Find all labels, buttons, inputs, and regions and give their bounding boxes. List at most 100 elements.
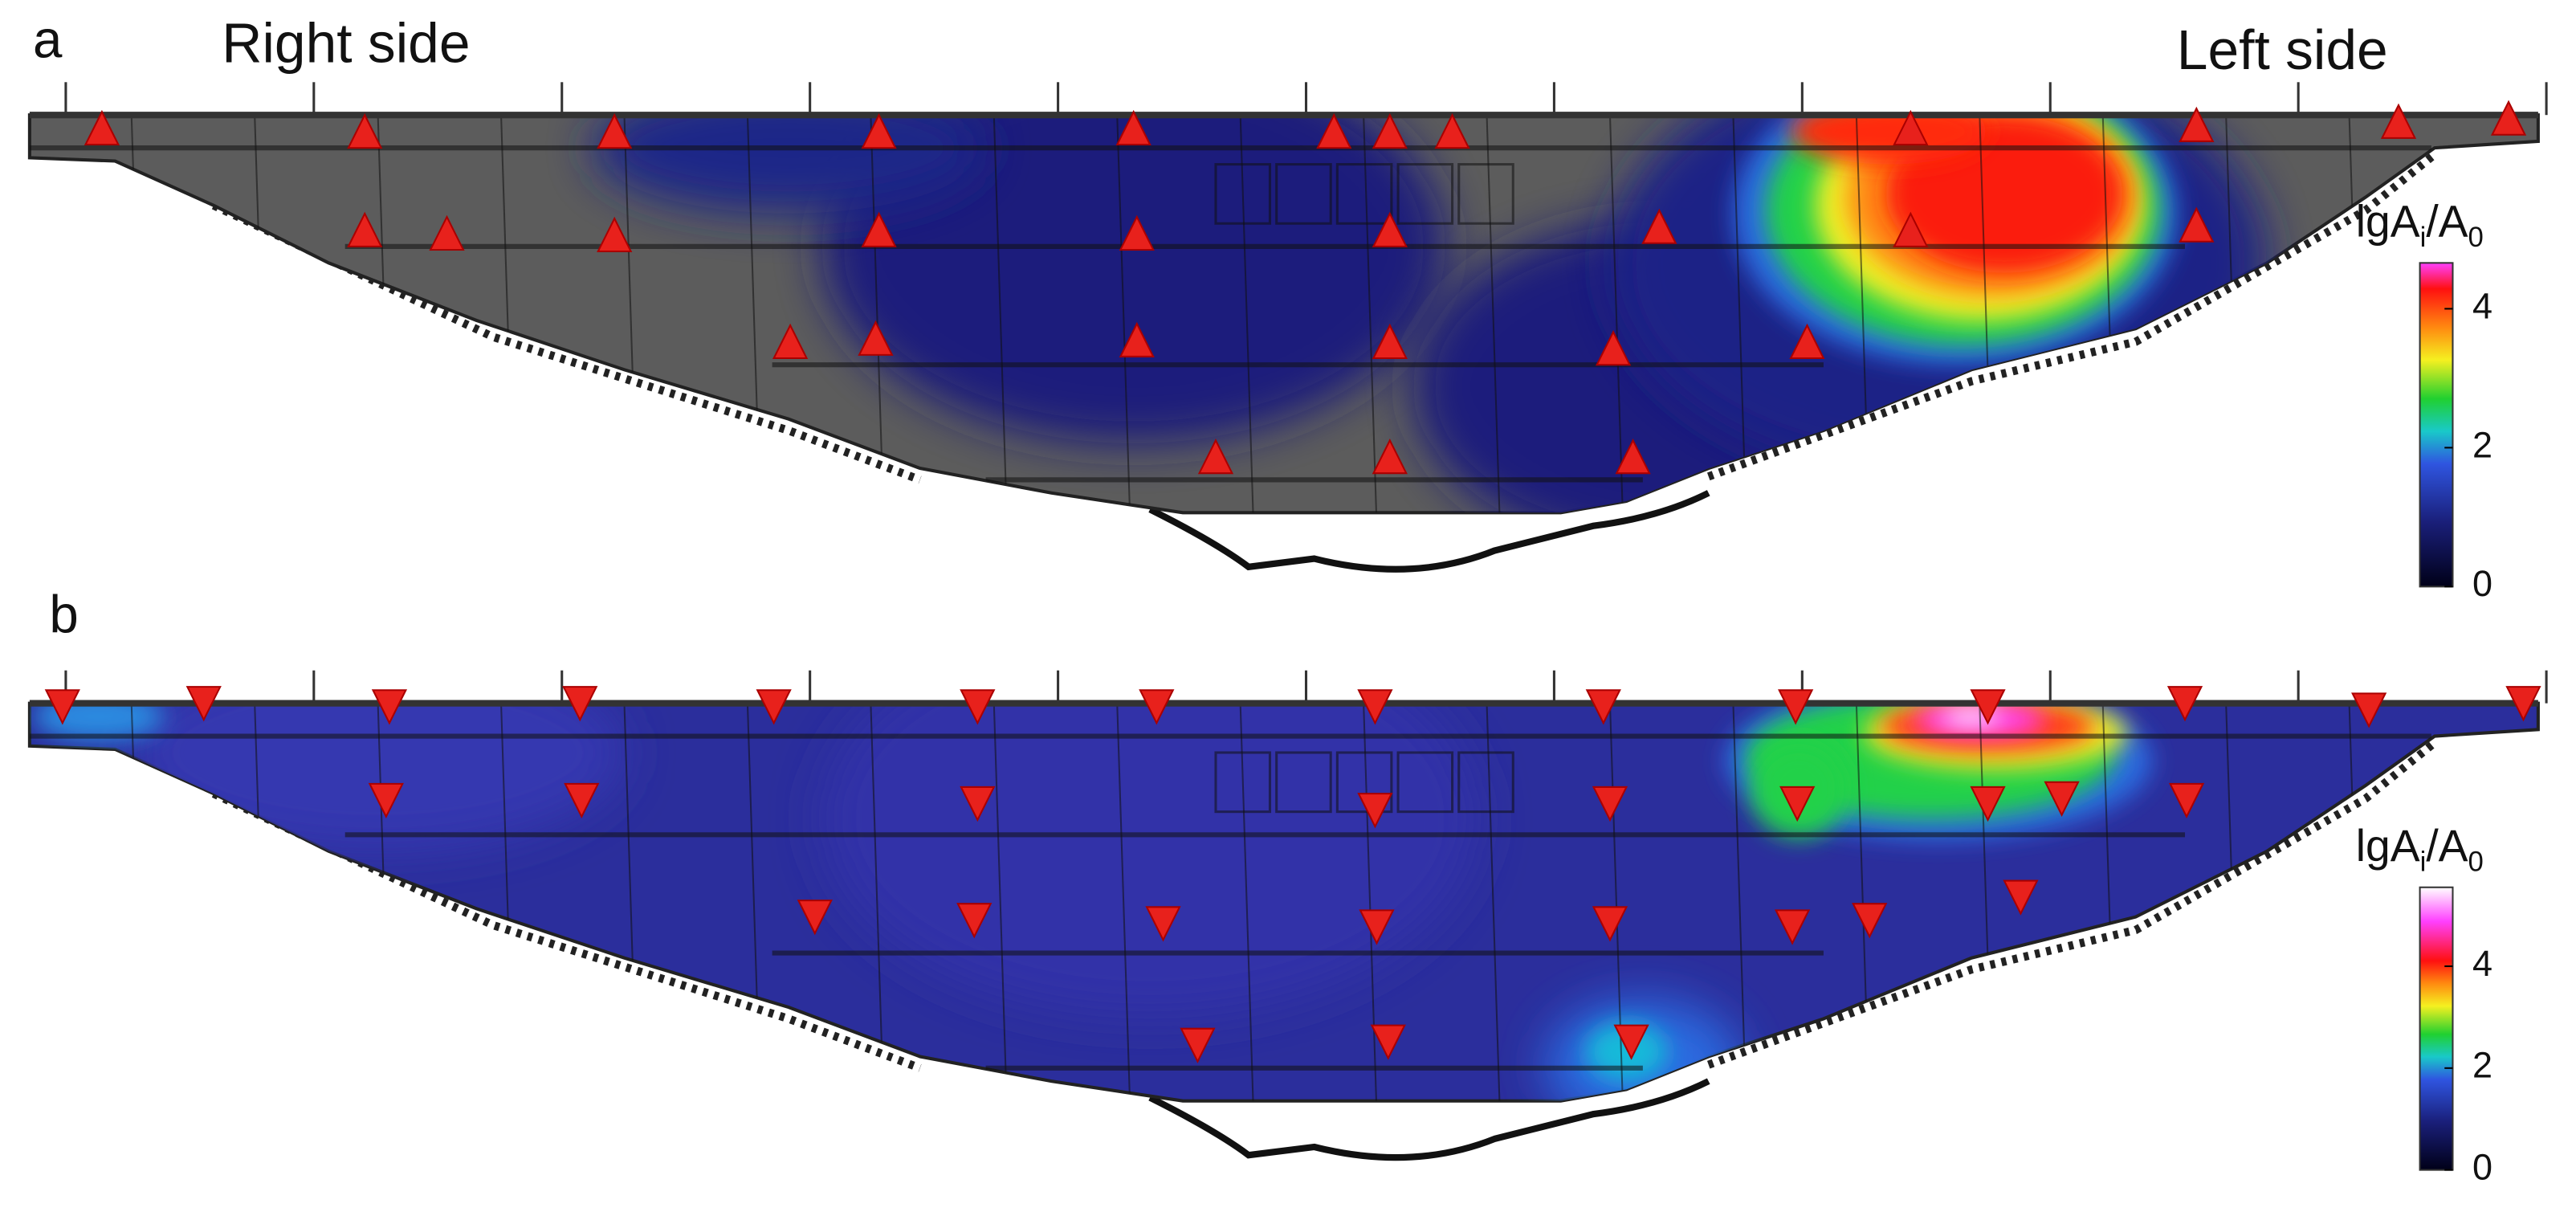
colorbar-title-part: 0: [2468, 222, 2484, 253]
sensor: [347, 211, 383, 247]
sensor: [2003, 879, 2039, 916]
gate: [1396, 751, 1454, 814]
joint: [1363, 703, 1378, 1101]
gate: [1214, 751, 1272, 814]
sensor: [956, 903, 992, 939]
sensor: [1789, 323, 1825, 360]
sensor: [1778, 689, 1814, 725]
gate: [1214, 163, 1272, 225]
sensor: [1372, 211, 1408, 247]
joint: [1116, 703, 1131, 1101]
sensor: [2179, 206, 2215, 243]
gate: [1275, 163, 1332, 225]
foundation: [1148, 1078, 1710, 1161]
colorbar-tick-label: 2: [2472, 1045, 2492, 1086]
sensor: [1615, 438, 1651, 475]
sensor: [1372, 323, 1408, 360]
colorbar: 0 2 4 lgAi/A0: [2356, 197, 2492, 605]
sensor: [1595, 329, 1632, 366]
sensor: [1357, 793, 1393, 829]
joint: [1239, 703, 1255, 1101]
sensor: [564, 782, 600, 819]
sensor: [347, 112, 383, 149]
sensor: [772, 323, 809, 360]
sensor: [861, 112, 897, 149]
sensor: [1197, 438, 1234, 475]
sensor: [1180, 1027, 1216, 1063]
sensor: [597, 216, 633, 253]
sensor: [429, 214, 465, 251]
side-label: Left side: [2177, 18, 2388, 81]
sensor: [185, 686, 222, 722]
sensor: [2380, 103, 2417, 139]
sensor: [562, 686, 598, 722]
colorbar-title-part: i: [2420, 222, 2427, 253]
colorbar-title-part: i: [2420, 847, 2427, 877]
sensor: [1893, 211, 1929, 247]
colorbar-title-part: /A: [2426, 197, 2468, 247]
sensor: [2166, 686, 2203, 722]
sensor: [1970, 689, 2006, 725]
gate: [1457, 751, 1514, 814]
foundation: [1148, 490, 1710, 573]
sensor: [44, 689, 80, 725]
sensor: [1119, 321, 1155, 357]
sensor: [756, 689, 792, 725]
sensor: [2490, 100, 2527, 136]
sensor: [1357, 689, 1393, 725]
sensor: [1592, 786, 1628, 822]
sensor: [960, 786, 996, 822]
panel-label: a: [33, 10, 63, 69]
sensor: [1641, 208, 1677, 244]
heat-blob: [131, 703, 625, 851]
sensor: [1145, 906, 1181, 942]
joint: [992, 115, 1009, 513]
sensor: [2044, 781, 2080, 818]
panel: [27, 82, 2548, 573]
joint: [992, 703, 1009, 1101]
sensor: [2351, 692, 2387, 728]
sensor: [1779, 786, 1816, 822]
sensor: [1434, 112, 1470, 149]
sensor: [1852, 903, 1888, 939]
sensor: [1316, 112, 1352, 149]
sensor: [1585, 689, 1621, 725]
colorbar-scale: [2419, 262, 2454, 588]
sensor: [960, 689, 996, 725]
sensor: [2168, 782, 2205, 819]
joint: [1486, 115, 1501, 513]
heat-blob: [821, 703, 1479, 1016]
sensor: [1372, 112, 1408, 149]
heat-blob: [1791, 115, 1988, 165]
joint: [1363, 115, 1378, 513]
colorbar-title-part: 0: [2468, 847, 2484, 877]
colorbar-tick-label: 2: [2472, 424, 2492, 465]
colorbar-title-part: lgA: [2356, 821, 2420, 871]
joint: [130, 115, 146, 513]
colorbar-tick-label: 0: [2472, 1147, 2492, 1188]
sensor: [597, 112, 633, 149]
panel-label: b: [49, 586, 78, 644]
joint: [1116, 115, 1131, 513]
joint: [1608, 115, 1624, 513]
joint: [1486, 703, 1501, 1101]
sensor: [858, 320, 894, 356]
colorbar-tick-label: 4: [2472, 943, 2492, 984]
colorbar-title: lgAi/A0: [2356, 197, 2484, 253]
colorbar-title-part: lgA: [2356, 197, 2420, 247]
sensor: [797, 900, 833, 936]
gate: [1457, 163, 1514, 225]
sensor: [1774, 909, 1811, 945]
sensor: [1893, 109, 1929, 146]
sensor: [1115, 109, 1151, 146]
sensor: [2505, 686, 2541, 722]
sensor: [1970, 786, 2006, 822]
joint: [1239, 115, 1255, 513]
sensor: [84, 109, 120, 146]
gate: [1396, 163, 1454, 225]
colorbar-tick-label: 4: [2472, 285, 2492, 326]
